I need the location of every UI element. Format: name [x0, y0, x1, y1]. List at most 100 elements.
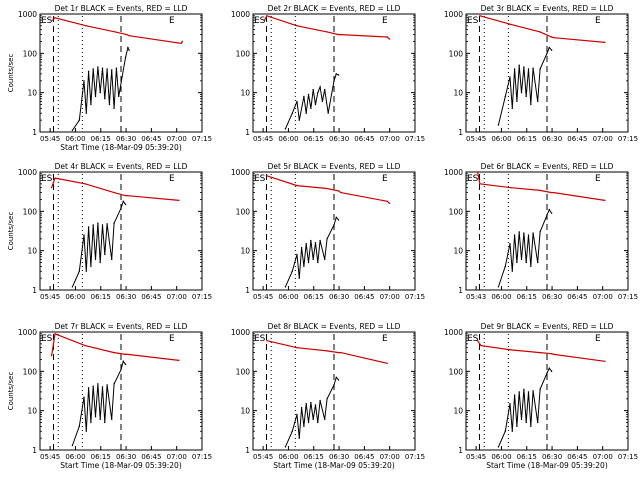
events-point [296, 100, 298, 103]
lld-point [386, 36, 388, 38]
events-point [511, 107, 513, 110]
detector-panel-1: Det 1r BLACK = Events, RED = LLD 1 10 100 10… [7, 4, 212, 152]
y-tick-label: 100 [449, 367, 464, 376]
lld-series [479, 15, 605, 43]
events-point [532, 232, 534, 234]
lld-point [326, 31, 328, 33]
events-point [319, 86, 321, 88]
events-point [83, 80, 85, 82]
x-tick-label: 05:45 [40, 453, 60, 461]
y-tick-label: 100 [23, 367, 38, 376]
x-tick-label: 06:45 [567, 293, 587, 301]
y-tick-label: 1000 [231, 328, 250, 337]
events-point [497, 286, 500, 288]
events-point [314, 241, 317, 244]
events-point [71, 444, 74, 447]
lld-point [539, 351, 541, 354]
events-point [71, 286, 74, 288]
x-tick-label: 06:45 [141, 293, 161, 301]
detector-panel-4: Det 4r BLACK = Events, RED = LLD 1 10 100 10… [7, 162, 212, 301]
events-point [92, 224, 94, 226]
lld-point [337, 33, 340, 36]
y-tick-label: 10 [27, 89, 37, 98]
lld-point [127, 353, 129, 356]
events-point [122, 200, 125, 202]
lld-point [296, 184, 298, 187]
lld-point [124, 353, 127, 356]
events-point [307, 421, 310, 424]
events-point [97, 222, 99, 224]
x-tick-label: 06:30 [116, 135, 136, 143]
events-point [305, 403, 307, 405]
x-tick-label: 06:00 [278, 293, 298, 301]
events-point [127, 46, 129, 49]
events-point [83, 234, 85, 236]
x-tick-label: 06:30 [329, 293, 349, 301]
events-point [525, 261, 527, 264]
events-point [527, 391, 530, 393]
x-tick-label: 07:15 [192, 293, 212, 301]
x-tick-label: 06:30 [116, 293, 136, 301]
lld-point [476, 340, 479, 342]
events-point [291, 112, 294, 114]
events-point [101, 67, 104, 69]
events-point [550, 49, 553, 51]
y-tick-label: 1 [32, 286, 37, 295]
y-tick-label: 1000 [231, 168, 250, 177]
marker-es: ES [467, 16, 479, 26]
events-point [300, 406, 303, 409]
y-tick-label: 1 [245, 286, 250, 295]
events-point [90, 103, 92, 106]
events-point [305, 112, 307, 114]
lld-point [550, 191, 553, 194]
y-axis-label: Counts/sec [7, 54, 15, 93]
events-point [92, 385, 94, 387]
x-tick-label: 07:00 [380, 135, 400, 143]
lld-point [54, 333, 56, 335]
x-tick-label: 06:00 [278, 135, 298, 143]
lld-point [126, 33, 128, 36]
events-point [497, 124, 500, 126]
y-tick-label: 1 [245, 446, 250, 455]
y-tick-label: 10 [27, 247, 37, 256]
x-tick-label: 06:15 [304, 453, 324, 461]
y-tick-label: 10 [240, 247, 250, 256]
events-point [312, 418, 314, 421]
events-point [546, 52, 548, 55]
x-tick-label: 07:00 [167, 293, 187, 301]
events-series [497, 208, 553, 288]
y-tick-label: 1 [458, 128, 463, 137]
x-tick-label: 06:00 [491, 453, 511, 461]
marker-e: E [382, 16, 388, 26]
lld-point [539, 31, 541, 33]
lld-series [51, 177, 179, 201]
events-point [518, 231, 520, 233]
events-point [520, 418, 523, 421]
x-tick-label: 06:15 [517, 453, 537, 461]
events-point [509, 76, 511, 78]
y-tick-label: 1000 [18, 328, 37, 337]
lld-point [553, 36, 555, 39]
marker-es: ES [254, 334, 266, 344]
events-point [298, 437, 300, 439]
lld-point [340, 351, 342, 354]
x-tick-label: 06:15 [517, 293, 537, 301]
marker-es: ES [254, 174, 266, 184]
x-tick-label: 06:15 [304, 293, 324, 301]
detector-panel-7: Det 7r BLACK = Events, RED = LLD 1 10 100 10… [7, 322, 212, 470]
events-point [333, 384, 335, 386]
x-tick-label: 06:45 [354, 135, 374, 143]
events-point [326, 398, 328, 400]
events-point [296, 413, 298, 416]
events-point [539, 231, 541, 233]
lld-point [127, 194, 129, 197]
x-tick-label: 07:00 [593, 293, 613, 301]
x-tick-label: 06:15 [304, 135, 324, 143]
y-axis-label: Counts/sec [7, 372, 15, 411]
y-tick-label: 1 [32, 128, 37, 137]
x-tick-label: 06:45 [141, 453, 161, 461]
x-tick-label: 06:30 [329, 453, 349, 461]
events-point [516, 425, 518, 428]
x-axis-label: Start Time (18-Mar-09 05:39:20) [486, 461, 608, 470]
lld-point [604, 199, 606, 202]
